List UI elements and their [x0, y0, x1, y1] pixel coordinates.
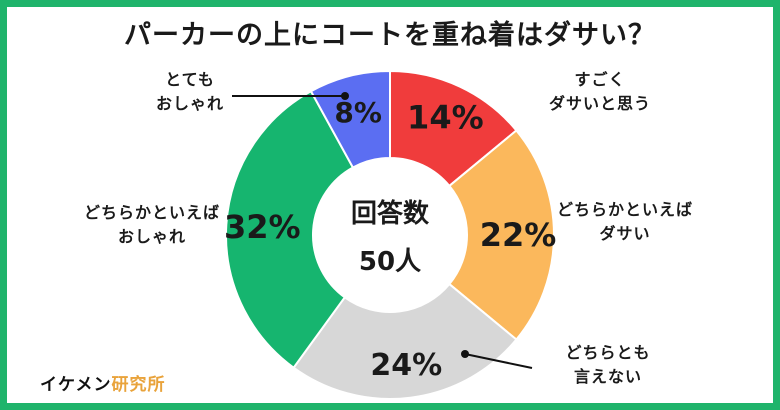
- slice-category-label-line: 言えない: [573, 367, 642, 386]
- slice-percent-label: 22%: [480, 216, 557, 254]
- center-label-count: 50人: [359, 247, 421, 277]
- donut-slice: [292, 282, 518, 400]
- leader-line: [464, 353, 533, 369]
- slice-category-label-line: ダサいと思う: [548, 94, 651, 113]
- slice-percent-label: 8%: [334, 96, 382, 129]
- slice-category-label-line: どちらかといえば: [83, 203, 220, 222]
- slice-percent-label: 24%: [370, 348, 442, 383]
- slice-percent-label: 32%: [224, 208, 301, 246]
- brand-name-part2: 研究所: [111, 375, 166, 395]
- slice-category-label-line: おしゃれ: [155, 94, 224, 113]
- leader-dot: [341, 92, 349, 100]
- center-label-title: 回答数: [351, 198, 430, 229]
- slice-category-label-line: ダサい: [599, 224, 651, 243]
- slice-category-label-line: とても: [165, 70, 215, 89]
- brand-name-part1: イケメン: [40, 375, 112, 395]
- slice-category-label-line: おしゃれ: [117, 227, 186, 246]
- slice-category-label: とても おしゃれ: [130, 68, 250, 116]
- slice-category-label-line: どちらかといえば: [556, 200, 693, 219]
- chart-title: パーカーの上にコートを重ね着はダサい？: [124, 20, 656, 51]
- donut-slice: [447, 129, 555, 341]
- slice-percent-label: 14%: [407, 98, 484, 136]
- slice-category-label: どちらかといえば ダサい: [525, 198, 725, 246]
- leader-dot: [461, 350, 469, 358]
- brand-logo: イケメン研究所: [40, 370, 166, 395]
- slice-category-label-line: すごく: [574, 70, 626, 89]
- slice-category-label: どちらかといえば おしゃれ: [52, 201, 252, 249]
- slice-category-label: どちらとも 言えない: [538, 341, 678, 389]
- slice-category-label: すごく ダサいと思う: [520, 68, 680, 116]
- slice-category-label-line: どちらとも: [565, 343, 651, 362]
- donut-slice: [225, 89, 355, 370]
